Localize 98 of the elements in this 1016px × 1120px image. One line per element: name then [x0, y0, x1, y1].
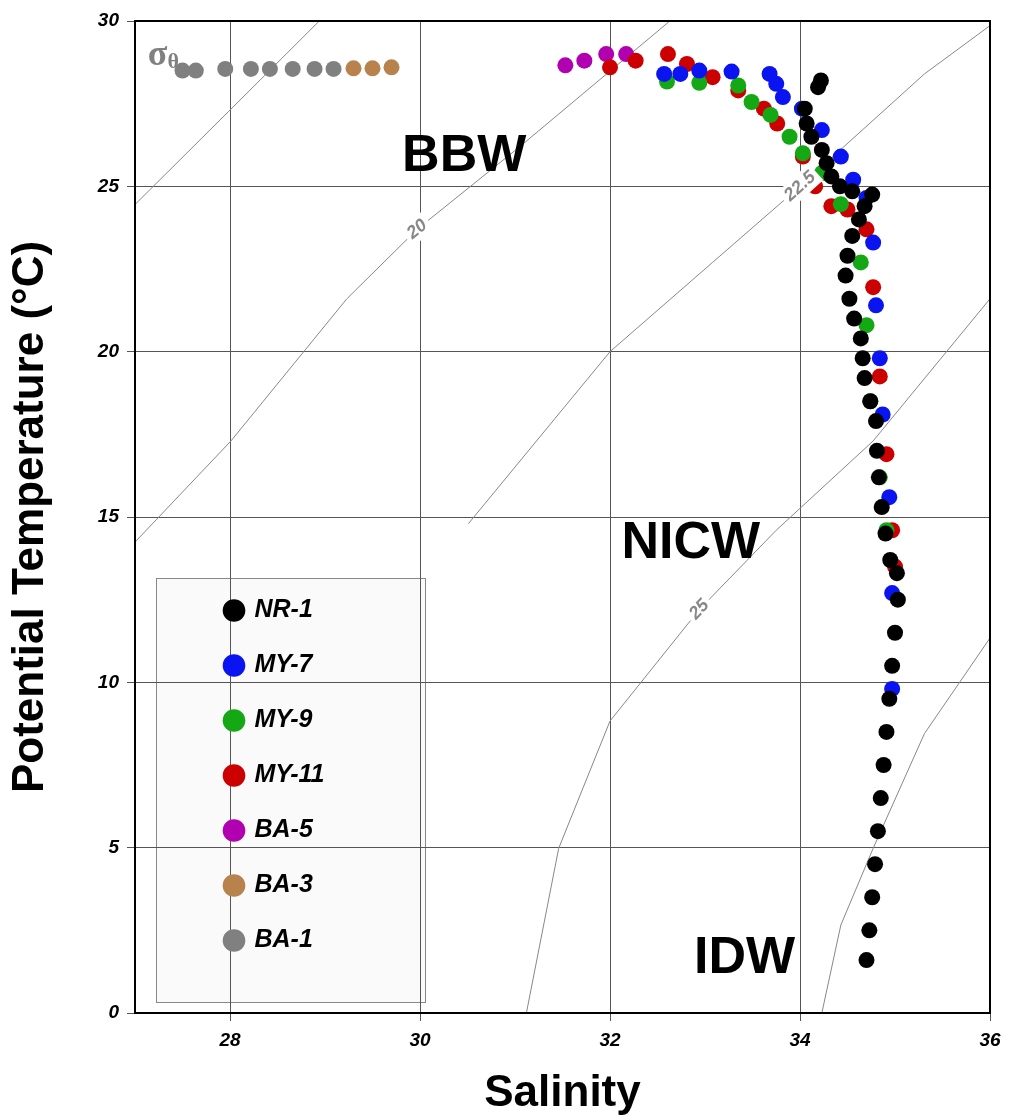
- point: [798, 115, 815, 132]
- legend-label: BA-1: [254, 924, 313, 953]
- point: [878, 723, 895, 740]
- point: [345, 60, 362, 77]
- point: [881, 690, 898, 707]
- point: [306, 60, 323, 77]
- point: [869, 823, 886, 840]
- point: [861, 922, 878, 939]
- annotation: NICW: [621, 511, 761, 570]
- point: [865, 234, 882, 251]
- point: [887, 624, 903, 641]
- point: [704, 69, 721, 86]
- annotation: IDW: [694, 925, 797, 984]
- x-tick-label: 36: [979, 1028, 1001, 1050]
- point: [557, 57, 574, 74]
- y-tick-label: 30: [97, 9, 120, 31]
- x-axis-title: Salinity: [484, 1065, 642, 1115]
- y-tick-label: 25: [96, 174, 120, 196]
- point: [889, 591, 906, 608]
- y-tick-label: 10: [97, 670, 120, 692]
- y-tick-label: 20: [96, 339, 120, 361]
- point: [656, 65, 673, 82]
- point: [856, 198, 873, 215]
- point: [730, 77, 747, 94]
- legend-label: MY-7: [254, 649, 314, 678]
- point: [576, 52, 593, 69]
- point: [850, 211, 867, 228]
- point: [781, 128, 798, 145]
- point: [383, 59, 400, 76]
- point: [598, 46, 615, 63]
- series-label: 20: [401, 214, 431, 244]
- point: [723, 63, 740, 80]
- point: [187, 62, 204, 79]
- point: [364, 60, 381, 77]
- point: [854, 350, 871, 367]
- point: [882, 551, 899, 568]
- point: [818, 155, 835, 172]
- point: [261, 60, 278, 77]
- point: [858, 952, 875, 969]
- point: [858, 317, 875, 334]
- point: [691, 62, 708, 79]
- point: [839, 247, 856, 264]
- y-axis-title: Potential Temperature (°C): [2, 240, 52, 794]
- x-tick-label: 32: [599, 1028, 621, 1050]
- point: [865, 279, 882, 296]
- point: [672, 65, 689, 82]
- y-tick-label: 5: [108, 835, 120, 857]
- legend-label: BA-3: [254, 869, 313, 898]
- legend-label: MY-11: [254, 759, 325, 788]
- point: [868, 297, 884, 314]
- point: [888, 565, 905, 582]
- x-tick-label: 34: [789, 1028, 811, 1050]
- series-label: 25: [683, 594, 714, 624]
- point: [872, 790, 889, 807]
- x-tick-label: 28: [218, 1028, 241, 1050]
- point: [832, 148, 849, 165]
- point: [873, 499, 890, 516]
- point: [844, 183, 861, 200]
- point: [627, 52, 644, 69]
- point: [856, 370, 873, 387]
- point: [852, 254, 869, 271]
- annotation: σθ: [147, 33, 179, 74]
- point: [831, 178, 848, 195]
- point: [852, 330, 869, 347]
- x-tick-label: 30: [409, 1028, 431, 1050]
- point: [823, 168, 840, 185]
- legend-label: MY-9: [254, 704, 313, 733]
- point: [803, 128, 820, 145]
- legend-label: NR-1: [254, 594, 313, 623]
- point: [768, 75, 785, 92]
- point: [242, 60, 259, 77]
- point: [812, 72, 829, 89]
- point: [868, 442, 885, 459]
- point: [284, 60, 301, 77]
- point: [864, 186, 881, 203]
- point: [884, 657, 901, 674]
- y-tick-label: 0: [108, 1001, 120, 1023]
- point: [774, 89, 791, 106]
- point: [837, 267, 854, 284]
- point: [846, 310, 863, 327]
- point: [762, 106, 779, 123]
- point: [864, 889, 881, 906]
- point: [841, 290, 858, 307]
- legend-label: BA-5: [254, 814, 314, 843]
- point: [871, 350, 888, 367]
- point: [832, 196, 849, 213]
- point: [813, 141, 830, 158]
- point: [871, 368, 888, 385]
- point: [325, 60, 342, 77]
- point: [659, 46, 676, 63]
- point: [868, 413, 884, 430]
- point: [875, 757, 892, 773]
- point: [217, 60, 234, 77]
- y-tick-label: 15: [97, 505, 120, 527]
- point: [743, 94, 760, 111]
- point: [867, 856, 884, 873]
- point: [602, 59, 618, 76]
- point: [844, 227, 861, 244]
